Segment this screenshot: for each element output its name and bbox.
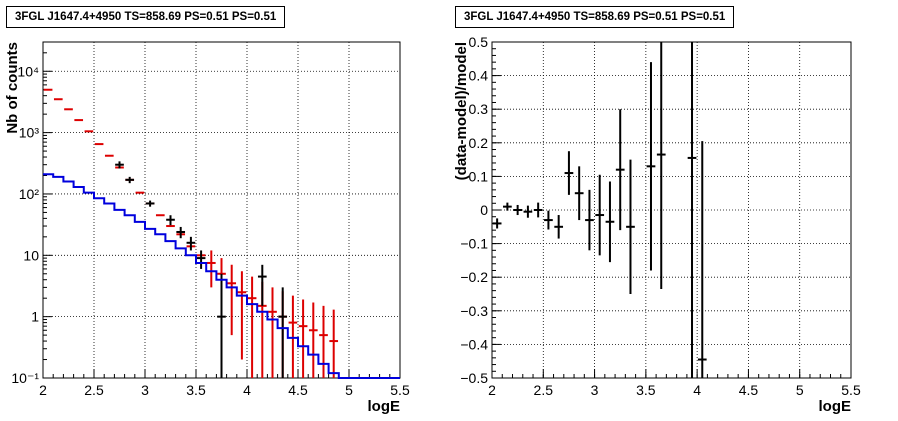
y-tick-label: −0.5 <box>460 370 488 386</box>
residual-panel: 3FGL J1647.4+4950 TS=858.69 PS=0.51 PS=0… <box>449 0 898 421</box>
y-tick-label: 0.4 <box>469 68 489 84</box>
residual-chart: 2 2.5 3 3.5 4 4.5 5 5.5 −0.5 −0.4 −0.3 −0.2 −0.1 0 0.1… <box>453 34 861 415</box>
x-axis-title: logE <box>819 398 852 415</box>
y-tick-label: 10 <box>23 247 39 263</box>
y-tick-label: 10⁴ <box>17 63 39 79</box>
y-tick-label: −0.2 <box>460 269 488 285</box>
x-tick-label: 2.5 <box>84 382 104 398</box>
x-tick-label: 2 <box>39 382 47 398</box>
y-tick-label: 0.3 <box>469 101 489 117</box>
y-tick-label: −0.1 <box>460 236 488 252</box>
x-tick-label: 2.5 <box>534 382 554 398</box>
x-tick-label: 4 <box>693 382 701 398</box>
x-tick-label: 4.5 <box>288 382 308 398</box>
plot-frame <box>491 41 852 379</box>
y-tick-label: 0 <box>480 202 488 218</box>
x-tick-label: 3 <box>141 382 149 398</box>
counts-title: 3FGL J1647.4+4950 TS=858.69 PS=0.51 PS=0… <box>6 6 286 28</box>
x-tick-label: 4.5 <box>739 382 759 398</box>
x-tick-label: 3.5 <box>636 382 656 398</box>
y-tick-label: 10³ <box>19 125 40 141</box>
x-tick-label: 5 <box>796 382 804 398</box>
x-tick-label: 3.5 <box>186 382 206 398</box>
y-tick-label: 10² <box>19 186 40 202</box>
x-tick-label: 5.5 <box>841 382 861 398</box>
y-tick-label: 0.1 <box>469 168 489 184</box>
y-tick-label: 10⁻¹ <box>11 370 39 386</box>
x-tick-label: 5 <box>345 382 353 398</box>
y-axis-title: Nb of counts <box>4 42 21 134</box>
x-axis-title: logE <box>368 398 401 415</box>
y-tick-label: 1 <box>31 309 39 325</box>
x-tick-label: 3 <box>591 382 599 398</box>
y-axis-title: (data-model)/model <box>453 42 470 180</box>
counts-panel: 3FGL J1647.4+4950 TS=858.69 PS=0.51 PS=0… <box>4 6 410 415</box>
y-tick-label: 0.2 <box>469 135 489 151</box>
model-step-line <box>43 173 400 379</box>
y-tick-label: 0.5 <box>469 34 489 50</box>
x-tick-label: 2 <box>488 382 496 398</box>
x-tick-label: 4 <box>243 382 251 398</box>
y-tick-label: −0.3 <box>460 303 488 319</box>
y-tick-label: −0.4 <box>460 336 488 352</box>
residual-title: 3FGL J1647.4+4950 TS=858.69 PS=0.51 PS=0… <box>455 6 735 28</box>
x-tick-label: 5.5 <box>390 382 410 398</box>
counts-chart: 2 2.5 3 3.5 4 4.5 5 5.5 10⁻¹ 1 10 10² 10³ 10⁴ logE Nb o… <box>4 41 410 415</box>
